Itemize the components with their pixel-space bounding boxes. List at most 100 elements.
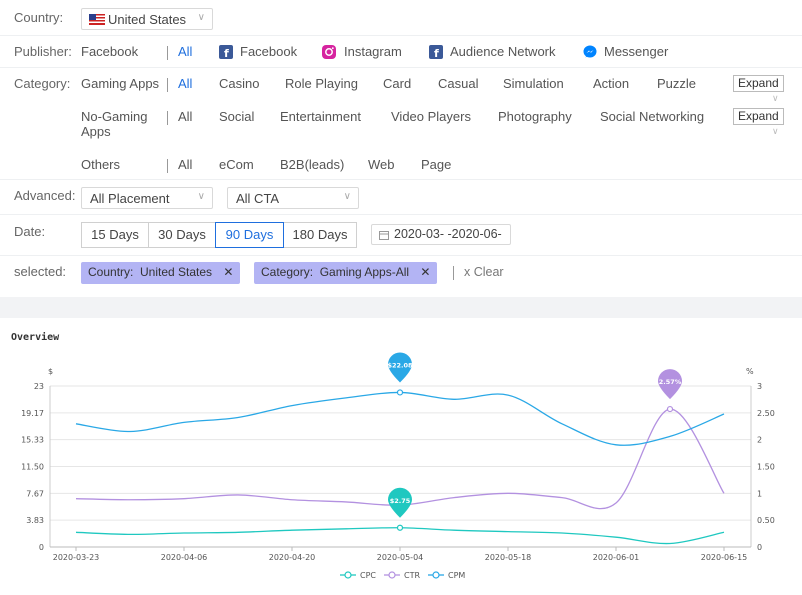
audience-network-icon: f xyxy=(429,45,443,59)
facebook-icon: f xyxy=(219,45,233,59)
range-90-days-button[interactable]: 90 Days xyxy=(215,222,284,248)
range-180-days-button[interactable]: 180 Days xyxy=(283,222,357,248)
divider xyxy=(0,255,802,256)
annotation-label: 2.57% xyxy=(659,378,682,386)
category-option-ecom[interactable]: eCom xyxy=(219,157,254,172)
y-left-tick-label: 3.83 xyxy=(26,516,44,525)
category-option-action[interactable]: Action xyxy=(593,76,630,91)
category-option-b2b-leads[interactable]: B2B(leads) xyxy=(280,157,345,172)
category-option-entertainment[interactable]: Entertainment xyxy=(280,109,361,124)
advanced-label: Advanced: xyxy=(14,188,76,203)
legend-label-cpm: CPM xyxy=(448,571,465,580)
messenger-icon xyxy=(583,45,597,58)
x-tick-label: 2020-05-04 xyxy=(377,553,424,562)
us-flag-icon xyxy=(89,14,105,25)
date-range-picker[interactable]: 2020-03- -2020-06- xyxy=(371,224,511,245)
x-tick-label: 2020-06-01 xyxy=(593,553,640,562)
country-value: United States xyxy=(108,12,187,27)
chevron-down-icon: ∨ xyxy=(197,12,205,23)
legend-label-ctr: CTR xyxy=(404,571,420,580)
selected-tag-country: Country: United States ✕ xyxy=(81,262,241,284)
category-no-gaming-all[interactable]: All xyxy=(178,109,193,124)
left-axis-unit: $ xyxy=(48,367,53,376)
category-gaming-all[interactable]: All xyxy=(178,76,193,91)
category-option-simulation[interactable]: Simulation xyxy=(503,76,564,91)
range-30-days-button[interactable]: 30 Days xyxy=(148,222,216,248)
placement-select[interactable]: All Placement ∨ xyxy=(81,187,213,209)
overview-chart: Overview $ % 0 0 3.83 0.50 7.67 1 11.50 1.50 15.33 2… xyxy=(11,331,775,580)
y-right-tick-label: 3 xyxy=(757,382,762,391)
category-option-casino[interactable]: Casino xyxy=(219,76,260,91)
divider xyxy=(167,78,168,92)
date-row: Date: xyxy=(0,215,802,255)
instagram-icon xyxy=(322,45,336,59)
chevron-down-icon: ∨ xyxy=(197,191,205,202)
advanced-row: Advanced: All Placement ∨ All CTA ∨ xyxy=(0,180,802,215)
x-tick-label: 2020-03-23 xyxy=(53,553,100,562)
legend-swatch-dot xyxy=(432,571,440,579)
selected-label: selected: xyxy=(14,264,67,279)
publisher-option-facebook[interactable]: f Facebook xyxy=(219,44,297,59)
category-option-web[interactable]: Web xyxy=(368,157,395,172)
y-right-tick-label: 0 xyxy=(757,543,762,552)
divider xyxy=(167,46,168,60)
publisher-option-messenger[interactable]: Messenger xyxy=(583,44,668,59)
annotation-pin-cpc xyxy=(388,487,412,518)
legend-swatch-dot xyxy=(388,571,396,579)
chevron-down-icon: ∨ xyxy=(772,126,779,136)
category-label: Category: xyxy=(14,76,71,91)
category-option-social[interactable]: Social xyxy=(219,109,255,124)
expand-no-gaming-button[interactable]: Expand xyxy=(733,108,784,125)
x-tick-label: 2020-06-15 xyxy=(701,553,748,562)
range-15-days-button[interactable]: 15 Days xyxy=(81,222,149,248)
category-option-card[interactable]: Card xyxy=(383,76,412,91)
publisher-label: Publisher: xyxy=(14,44,72,59)
divider xyxy=(453,266,454,280)
close-icon[interactable]: ✕ xyxy=(420,265,431,279)
category-option-puzzle[interactable]: Puzzle xyxy=(657,76,697,91)
series-line-cpm xyxy=(75,391,725,446)
category-option-social-networking[interactable]: Social Networking xyxy=(600,109,705,124)
y-left-tick-label: 15.33 xyxy=(21,436,44,445)
close-icon[interactable]: ✕ xyxy=(223,265,234,279)
filter-panel: Country: United States ∨ Publisher: Face… xyxy=(0,0,802,297)
category-no-gaming-apps: No-Gaming Apps xyxy=(81,109,148,139)
category-option-page[interactable]: Page xyxy=(421,157,452,172)
clear-button[interactable]: x Clear xyxy=(464,265,504,279)
country-select[interactable]: United States ∨ xyxy=(81,8,213,30)
category-option-casual[interactable]: Casual xyxy=(438,76,479,91)
legend-swatch-dot xyxy=(344,571,352,579)
expand-gaming-button[interactable]: Expand xyxy=(733,75,784,92)
category-others-all[interactable]: All xyxy=(178,157,193,172)
svg-text:f: f xyxy=(224,47,229,59)
y-right-tick-label: 1 xyxy=(757,489,762,498)
y-left-tick-label: 11.50 xyxy=(21,463,44,472)
y-left-tick-label: 7.67 xyxy=(26,489,44,498)
annotation-point xyxy=(396,389,404,396)
publisher-option-instagram[interactable]: Instagram xyxy=(322,44,402,59)
x-tick-label: 2020-05-18 xyxy=(485,553,532,562)
category-option-role-playing[interactable]: Role Playing xyxy=(285,76,358,91)
cta-select[interactable]: All CTA ∨ xyxy=(227,187,359,209)
publisher-row: Publisher: Facebook All f Facebook Insta… xyxy=(0,36,802,68)
y-left-tick-label: 19.17 xyxy=(21,409,44,418)
right-axis-unit: % xyxy=(746,367,754,376)
annotation-pin-ctr xyxy=(658,369,682,400)
y-left-tick-label: 23 xyxy=(34,382,44,391)
category-option-video-players[interactable]: Video Players xyxy=(391,109,471,124)
y-right-tick-label: 1.50 xyxy=(757,463,775,472)
y-right-tick-label: 2 xyxy=(757,436,762,445)
publisher-option-audience-network[interactable]: f Audience Network xyxy=(429,44,556,59)
publisher-current: Facebook xyxy=(81,44,139,59)
category-row: Category: Gaming Apps All Casino Role Pl… xyxy=(0,68,802,180)
chevron-down-icon: ∨ xyxy=(772,93,779,103)
annotation-label: $2.75 xyxy=(390,497,411,505)
date-range-text: 2020-03- -2020-06- xyxy=(394,227,502,241)
publisher-all[interactable]: All xyxy=(178,44,193,59)
calendar-icon xyxy=(379,231,389,240)
annotation-point xyxy=(666,405,674,413)
category-option-photography[interactable]: Photography xyxy=(498,109,572,124)
divider xyxy=(167,159,168,173)
svg-text:f: f xyxy=(434,47,439,59)
divider xyxy=(167,111,168,125)
